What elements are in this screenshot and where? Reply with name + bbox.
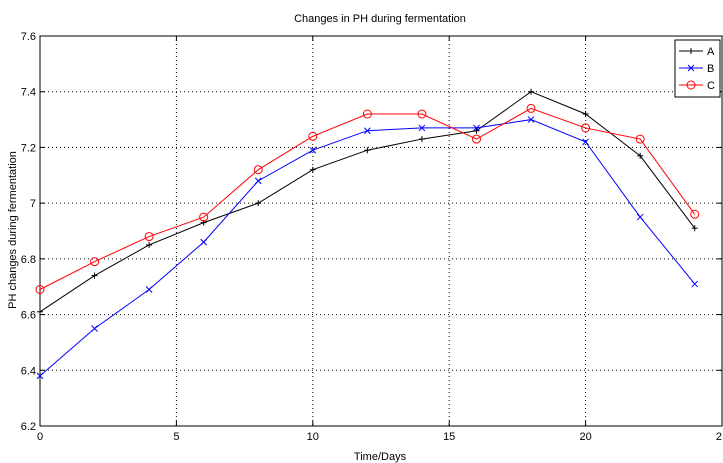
x-tick-label: 10 (307, 431, 319, 443)
legend-marker (688, 48, 694, 54)
data-point (91, 272, 98, 279)
series-line-c (39, 107, 696, 290)
data-point (199, 212, 209, 222)
y-tick-label: 6.6 (21, 310, 36, 322)
data-point (471, 134, 481, 144)
x-tick-label: 20 (579, 431, 591, 443)
data-point (37, 308, 43, 315)
legend-item: A (679, 46, 715, 58)
y-axis-label: PH changes during fermentation (7, 151, 19, 309)
data-point (582, 138, 589, 146)
y-tick-label: 6.4 (21, 365, 36, 377)
y-tick-label: 7.2 (21, 142, 36, 154)
y-tick-label: 7.6 (21, 31, 36, 43)
y-tick-label: 6.8 (21, 254, 36, 266)
data-point (309, 146, 317, 154)
data-point (309, 166, 316, 173)
data-point (91, 325, 98, 332)
data-point (635, 134, 645, 144)
series-line-b (39, 119, 696, 377)
data-point (691, 280, 699, 288)
data-point (473, 127, 480, 134)
data-point (418, 136, 425, 143)
data-point (144, 232, 154, 242)
data-point (362, 109, 372, 119)
series-layer (35, 88, 700, 380)
y-tick-label: 7 (30, 198, 36, 210)
legend-item: B (679, 63, 714, 75)
series-line-a (39, 91, 696, 313)
data-point (527, 116, 535, 123)
data-point (364, 147, 371, 154)
y-tick-label: 7.4 (21, 87, 36, 99)
data-point (691, 225, 698, 232)
legend: ABC (674, 39, 721, 98)
series-a (37, 88, 698, 315)
plot-frame (39, 35, 723, 427)
data-point (253, 165, 263, 175)
x-axis-label: Time/Days (354, 451, 407, 463)
data-point (417, 109, 427, 119)
x-tick-label: 5 (173, 431, 179, 443)
data-point (418, 124, 426, 132)
legend-label: B (707, 63, 714, 75)
data-point (254, 177, 262, 185)
data-point (582, 111, 589, 117)
data-point (581, 123, 591, 133)
y-tick-label: 6.2 (21, 421, 36, 433)
data-point (146, 241, 153, 248)
data-point (690, 209, 700, 219)
data-point (636, 213, 644, 221)
legend-label: A (707, 46, 715, 58)
legend-label: C (707, 80, 715, 92)
chart-title: Changes in PH during fermentation (294, 13, 466, 25)
series-b (36, 116, 699, 380)
legend-marker (687, 64, 695, 72)
grid (40, 36, 722, 426)
data-point (473, 124, 480, 132)
x-tick-label: 0 (37, 431, 43, 443)
legend-item: C (679, 80, 715, 92)
data-point (364, 127, 371, 135)
data-point (526, 103, 536, 113)
data-point (90, 257, 100, 267)
legend-marker (686, 80, 696, 90)
data-point (528, 88, 535, 95)
data-point (145, 286, 153, 293)
data-point (637, 152, 644, 159)
x-tick-label: 15 (443, 431, 455, 443)
data-point (255, 200, 262, 207)
axes: 0 5 10 15 20 2 6.2 6.4 6.6 6.8 7 7.2 7.4 7.6 (21, 31, 723, 443)
series-c (35, 103, 700, 294)
x-tick-label: 2 (716, 431, 722, 443)
data-point (308, 131, 318, 141)
data-point (36, 372, 44, 380)
data-point (35, 285, 45, 294)
data-point (200, 238, 208, 246)
